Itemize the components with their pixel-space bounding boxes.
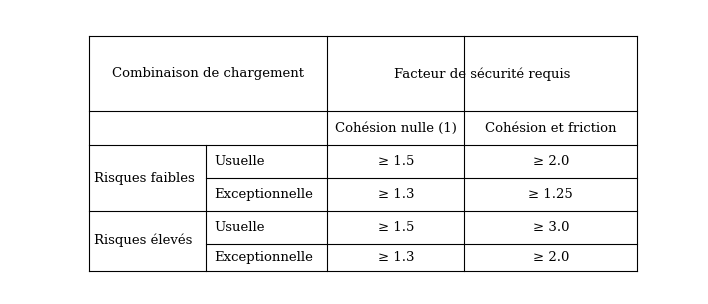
Text: Cohésion et friction: Cohésion et friction <box>485 122 617 135</box>
Text: Usuelle: Usuelle <box>215 221 266 234</box>
Text: Risques élevés: Risques élevés <box>94 234 193 247</box>
Text: ≥ 3.0: ≥ 3.0 <box>532 221 569 234</box>
Text: ≥ 1.5: ≥ 1.5 <box>377 155 414 168</box>
Text: Exceptionnelle: Exceptionnelle <box>215 250 314 264</box>
Text: ≥ 2.0: ≥ 2.0 <box>532 155 569 168</box>
Text: Risques faibles: Risques faibles <box>94 171 195 185</box>
Text: ≥ 1.3: ≥ 1.3 <box>377 250 414 264</box>
Text: Combinaison de chargement: Combinaison de chargement <box>112 67 304 81</box>
Text: Usuelle: Usuelle <box>215 155 266 168</box>
Text: ≥ 1.5: ≥ 1.5 <box>377 221 414 234</box>
Text: ≥ 1.25: ≥ 1.25 <box>528 188 573 201</box>
Text: ≥ 1.3: ≥ 1.3 <box>377 188 414 201</box>
Text: Cohésion nulle (1): Cohésion nulle (1) <box>335 122 457 135</box>
Text: ≥ 2.0: ≥ 2.0 <box>532 250 569 264</box>
Text: Exceptionnelle: Exceptionnelle <box>215 188 314 201</box>
Text: Facteur de sécurité requis: Facteur de sécurité requis <box>394 67 571 81</box>
